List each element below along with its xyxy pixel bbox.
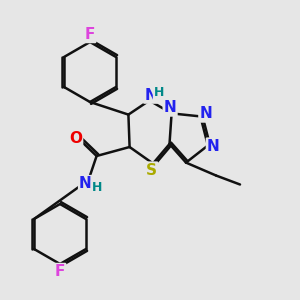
Text: N: N: [79, 176, 92, 191]
Text: S: S: [146, 163, 157, 178]
Text: N: N: [200, 106, 212, 122]
Text: F: F: [55, 264, 65, 279]
Text: N: N: [207, 139, 220, 154]
Text: N: N: [164, 100, 176, 116]
Text: N: N: [144, 88, 157, 103]
Text: O: O: [69, 131, 82, 146]
Text: F: F: [85, 27, 95, 42]
Text: H: H: [92, 181, 102, 194]
Text: H: H: [154, 86, 164, 100]
